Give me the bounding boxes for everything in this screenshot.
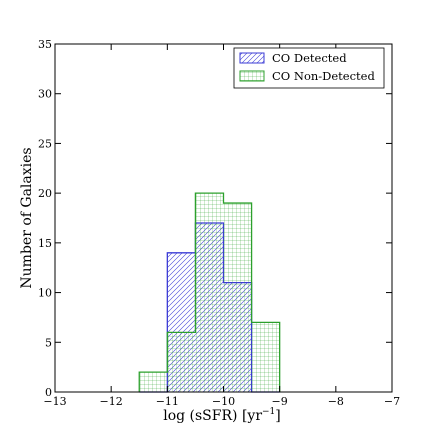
- y-tick-label: 5: [45, 336, 52, 349]
- x-tick-label: −10: [212, 395, 235, 408]
- x-tick-label: −12: [100, 395, 123, 408]
- bar-co-non-detected-3: [223, 203, 252, 392]
- legend-swatch-co-non-detected: [239, 70, 265, 82]
- y-tick-label: 35: [38, 38, 52, 51]
- bar-co-non-detected-4: [251, 322, 280, 392]
- y-tick-label: 15: [38, 237, 52, 250]
- y-tick-label: 30: [38, 88, 52, 101]
- y-tick-label: 10: [38, 287, 52, 300]
- y-tick-label: 25: [38, 137, 52, 150]
- legend: CO Detected CO Non-Detected: [233, 47, 385, 89]
- legend-swatch-co-detected: [239, 52, 265, 64]
- x-tick-label: −13: [43, 395, 66, 408]
- y-axis-label: Number of Galaxies: [19, 147, 35, 288]
- y-tick-label: 0: [45, 386, 52, 399]
- outline-co-non-detected: [138, 192, 281, 392]
- legend-label-co-detected: CO Detected: [272, 51, 347, 65]
- x-axis-label: log (sSFR) [yr−1]: [163, 407, 281, 424]
- x-tick-label: −11: [156, 395, 179, 408]
- bar-co-non-detected-1: [167, 332, 196, 392]
- x-tick-label: −9: [272, 395, 288, 408]
- x-tick-label: −8: [328, 395, 344, 408]
- legend-label-co-non-detected: CO Non-Detected: [272, 69, 375, 83]
- bar-co-non-detected-2: [195, 193, 224, 392]
- x-tick-label: −7: [384, 395, 400, 408]
- bar-co-non-detected-0: [139, 372, 168, 392]
- y-tick-label: 20: [38, 187, 52, 200]
